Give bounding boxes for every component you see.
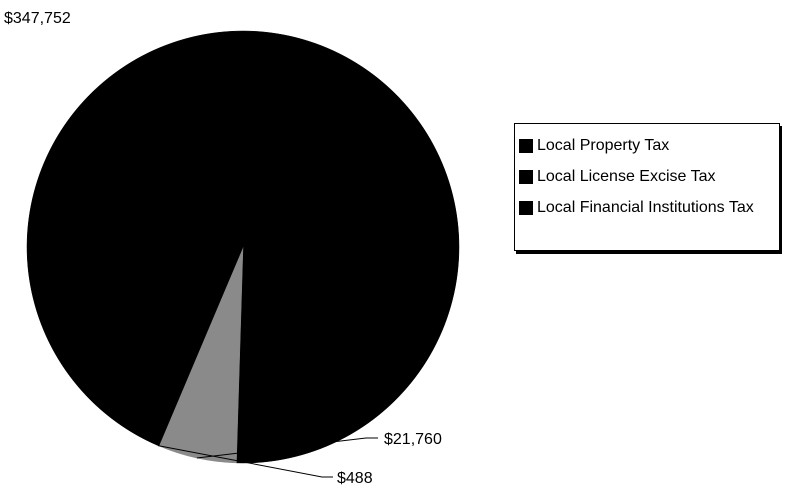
data-label-local-property-tax: $347,752 xyxy=(4,10,71,27)
data-labels: $347,752 $21,760 $488 xyxy=(4,10,442,487)
legend-item-local-property-tax: Local Property Tax xyxy=(519,130,779,161)
legend-swatch xyxy=(519,138,533,153)
pie-slices xyxy=(26,30,460,464)
legend-label: Local License Excise Tax xyxy=(537,167,716,185)
legend-item-local-license-excise-tax: Local License Excise Tax xyxy=(519,161,779,192)
data-label-local-financial-institutions-tax: $488 xyxy=(337,470,373,487)
legend-label: Local Financial Institutions Tax xyxy=(537,198,754,216)
leader-lines xyxy=(157,437,378,478)
legend-swatch xyxy=(519,200,533,215)
legend-item-local-financial-institutions-tax: Local Financial Institutions Tax xyxy=(519,192,779,223)
legend: Local Property Tax Local License Excise … xyxy=(514,123,780,251)
leader-line-local-license-excise-tax xyxy=(196,437,378,459)
legend-label: Local Property Tax xyxy=(537,136,670,154)
legend-swatch xyxy=(519,169,533,184)
data-label-local-license-excise-tax: $21,760 xyxy=(384,431,442,448)
leader-line-local-financial-institutions-tax xyxy=(157,445,333,478)
